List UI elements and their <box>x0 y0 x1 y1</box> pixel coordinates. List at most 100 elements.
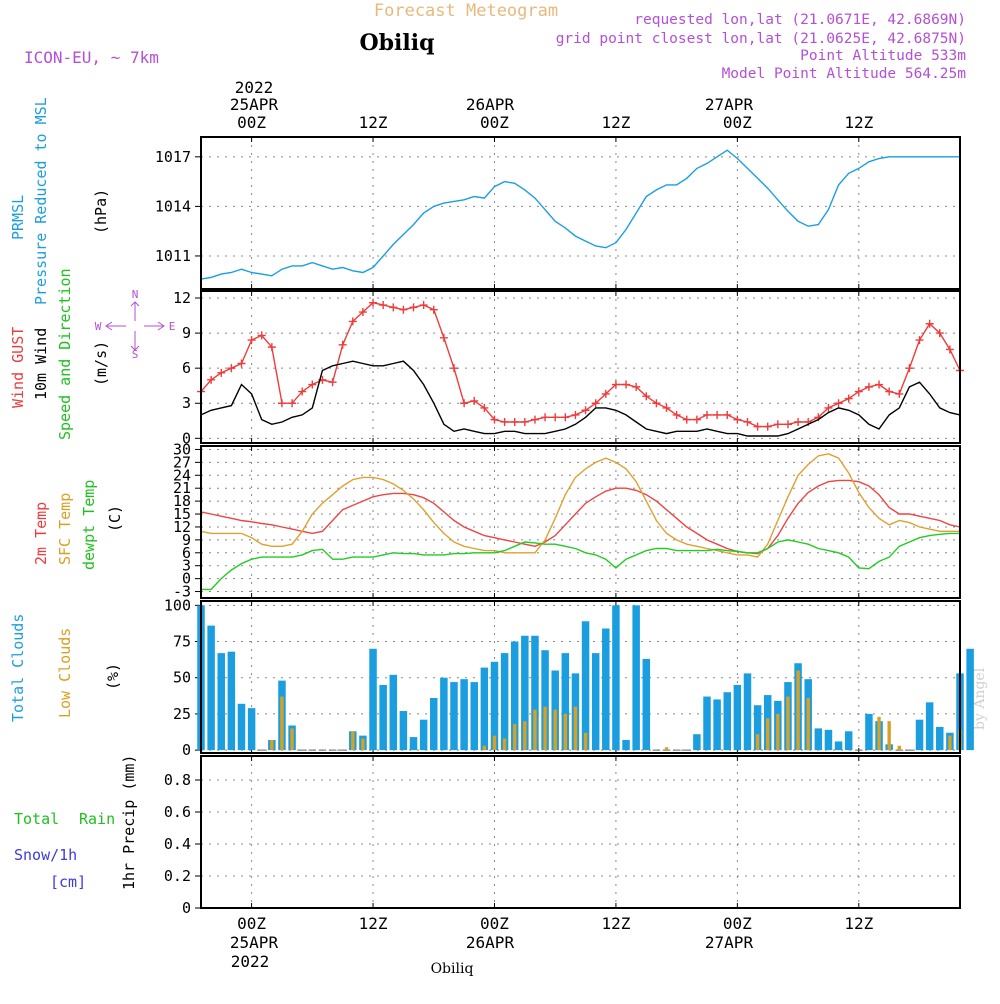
compass-e: E <box>169 320 176 333</box>
panel-wind: 0 3 6 9 12 <box>173 289 964 447</box>
total-cloud-bar <box>237 703 246 751</box>
gust-marker <box>409 303 418 312</box>
prmsl-long-label: Pressure Reduced to MSL <box>32 97 50 305</box>
low-cloud-bar <box>523 721 527 751</box>
low-cloud-bar <box>755 734 760 751</box>
gust-marker <box>753 422 762 431</box>
total-cloud-bar <box>703 696 711 751</box>
y-tick-label: 18 <box>173 492 191 510</box>
gust-marker <box>622 380 631 389</box>
y-tick-label: 0.8 <box>164 771 191 789</box>
total-cloud-bar <box>966 648 974 751</box>
total-cloud-bar <box>632 605 640 751</box>
gust-marker <box>277 399 286 408</box>
gust-marker <box>460 399 469 408</box>
gust-marker <box>227 364 236 373</box>
low-cloud-bar <box>766 718 770 751</box>
gust-marker <box>207 375 216 384</box>
sfc-label: SFC Temp <box>56 493 74 565</box>
low-cloud-bar <box>664 747 669 751</box>
y-tick-label: 3 <box>182 557 191 575</box>
total-cloud-bar <box>480 667 489 751</box>
total-cloud-bar <box>612 605 620 751</box>
gust-marker <box>925 319 934 328</box>
gust-marker <box>439 333 448 342</box>
top-tick-label: 00Z <box>237 113 266 132</box>
y-tick-label: 27 <box>173 453 191 471</box>
wind-dir-label: Speed and Direction <box>56 268 74 440</box>
low-cloud-bar <box>776 713 780 751</box>
gust-marker <box>480 403 489 412</box>
total-cloud-bar <box>389 674 398 751</box>
gust-marker <box>389 303 398 312</box>
total-cloud-bar <box>743 673 752 751</box>
gust-marker <box>237 359 246 368</box>
cm-label: [cm] <box>50 873 86 891</box>
total-cloud-bar <box>561 653 570 751</box>
gust-marker <box>308 380 317 389</box>
gust-marker <box>743 417 752 426</box>
gust-marker <box>450 364 458 373</box>
bottom-date-1: 25APR <box>230 933 279 952</box>
total-cloud-bar <box>399 711 408 751</box>
low-cloud-bar <box>877 716 881 751</box>
low-cloud-bar <box>553 709 557 751</box>
gust-marker <box>358 308 367 317</box>
gust-marker <box>217 368 226 377</box>
gust-marker <box>844 394 853 403</box>
series-line-sfc-temp <box>200 453 960 558</box>
low-cloud-bar <box>533 709 537 751</box>
gust-marker <box>773 420 782 429</box>
series-line-10m-wind <box>200 360 961 437</box>
prmsl-unit: (hPa) <box>92 189 110 234</box>
total-cloud-bar <box>409 737 418 751</box>
model-label: ICON-EU, ~ 7km <box>24 48 159 67</box>
compass-w: W <box>95 320 102 333</box>
total-cloud-bar <box>713 699 721 751</box>
gust-marker <box>348 317 357 326</box>
low-cloud-bar <box>897 745 901 751</box>
gust-marker <box>601 389 610 398</box>
panel-frame <box>200 136 961 290</box>
gust-marker <box>288 399 297 408</box>
gust-marker <box>945 345 954 354</box>
total-cloud-bar <box>500 653 509 751</box>
point-altitude: Point Altitude 533m <box>800 48 966 64</box>
y-tick-label: 6 <box>182 544 191 562</box>
total-cloud-bar <box>824 729 833 751</box>
gust-marker <box>692 415 701 424</box>
total-cloud-bar <box>490 661 499 751</box>
gust-marker <box>763 422 772 431</box>
temp-unit: (C) <box>106 505 124 532</box>
gust-marker <box>915 336 924 345</box>
top-date-1: 25APR <box>230 95 279 114</box>
low-cloud-bar <box>482 745 487 751</box>
total-cloud-bar <box>915 719 924 751</box>
y-tick-label: 21 <box>173 479 191 497</box>
total-cloud-bar <box>531 635 539 751</box>
y-tick-label: 25 <box>173 705 191 723</box>
gust-label: Wind GUST <box>9 327 27 408</box>
low-cloud-bar <box>786 696 790 751</box>
gust-marker <box>591 399 600 408</box>
gust-marker <box>885 387 894 396</box>
y-tick-label: 0.6 <box>164 803 191 821</box>
series-line-prmsl <box>200 149 960 280</box>
bottom-year: 2022 <box>231 952 270 971</box>
total-cloud-bar <box>510 641 519 751</box>
bottom-tick-label: 00Z <box>480 914 509 933</box>
low-cloud-bar <box>583 732 588 751</box>
gust-marker <box>672 410 681 419</box>
series-line-wind-gust <box>200 301 961 428</box>
y-tick-label: 0 <box>182 741 191 759</box>
y-tick-label: 30 <box>173 440 191 458</box>
y-tick-label: 1011 <box>155 247 191 265</box>
y-tick-label: 0.4 <box>164 835 191 853</box>
gust-marker <box>834 399 843 408</box>
total-cloud-bar <box>227 651 236 751</box>
wind10-label: 10m Wind <box>32 328 50 400</box>
gust-marker <box>369 298 378 307</box>
compass-s: S <box>132 348 139 361</box>
low-cloud-bar <box>887 721 891 751</box>
